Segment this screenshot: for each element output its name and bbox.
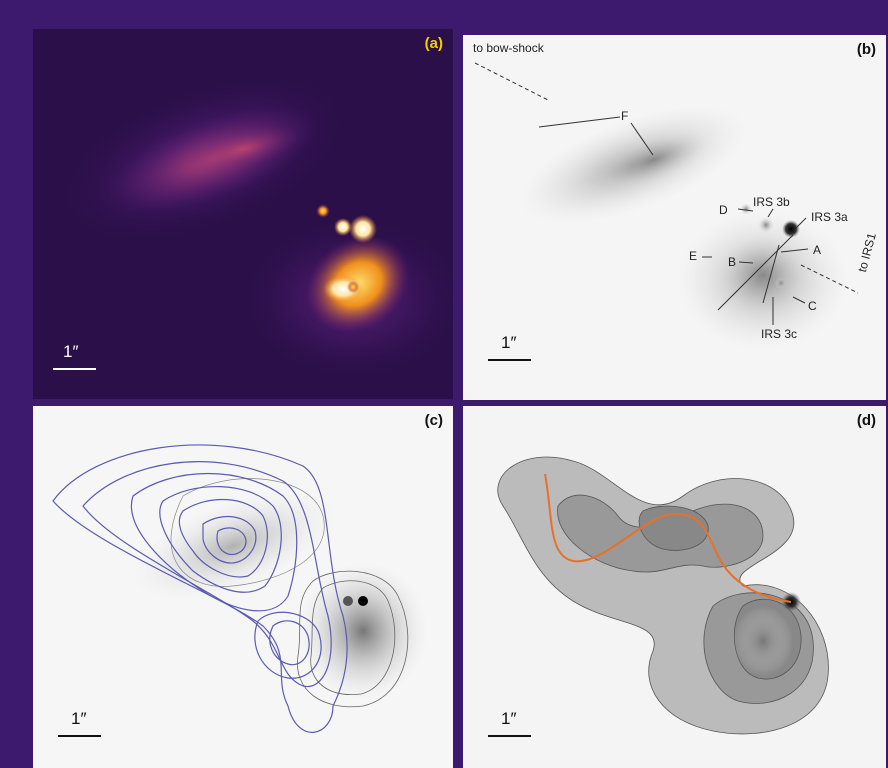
panel-a-scale-label: 1″ (63, 342, 79, 361)
panel-a-image (53, 75, 453, 379)
panel-d-image (488, 456, 829, 737)
annotation-a: A (813, 243, 822, 257)
annotation-bow-shock: to bow-shock (473, 41, 544, 55)
panel-b-scale-label: 1″ (501, 333, 517, 352)
panel-a-false-color-image: (a) 1″ (33, 29, 453, 399)
annotation-f: F (621, 109, 629, 123)
panel-b-image (474, 62, 859, 361)
panel-c-contour-overlay: (c) 1″ (33, 406, 453, 768)
panel-b-label: (b) (856, 41, 876, 58)
panel-d-smoothed-image: (d) 1″ (463, 406, 886, 768)
orange-trajectory-curve (544, 473, 792, 603)
panel-a-label: (a) (424, 35, 443, 52)
panel-c-image (52, 444, 428, 737)
panel-c-label: (c) (424, 412, 443, 429)
panel-c-scale-label: 1″ (71, 709, 87, 728)
annotation-e: E (689, 249, 698, 263)
annotation-irs3b: IRS 3b (753, 195, 790, 209)
annotation-irs3c: IRS 3c (761, 327, 798, 341)
annotation-b: B (728, 255, 737, 269)
annotation-c: C (808, 299, 817, 313)
panel-d-scale-label: 1″ (501, 709, 517, 728)
panel-b-annotated-image: (b) to bow-shock F IRS 3b IRS 3a D A E B… (463, 35, 886, 400)
annotation-d: D (719, 203, 728, 217)
annotation-irs3a: IRS 3a (811, 210, 848, 224)
panel-d-label: (d) (856, 412, 876, 429)
